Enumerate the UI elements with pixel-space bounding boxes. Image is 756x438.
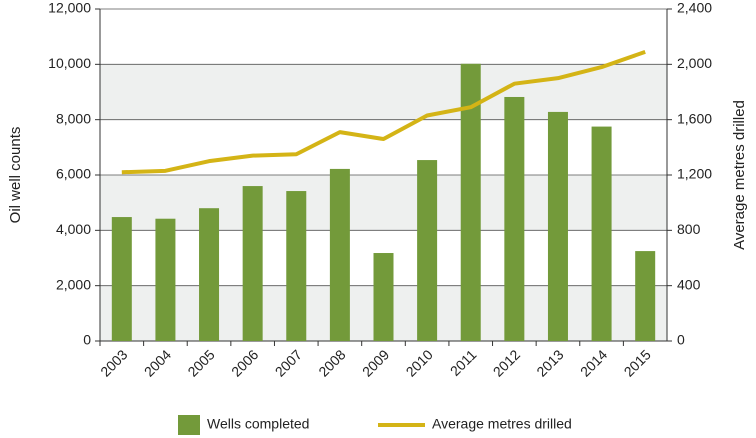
x-tick-label: 2009 — [359, 346, 392, 379]
line — [121, 49, 646, 175]
y2-tick-label: 0 — [677, 332, 685, 348]
legend-label: Wells completed — [207, 416, 309, 432]
bar — [199, 208, 220, 341]
x-tick-label: 2014 — [577, 346, 610, 379]
x-tick-label: 2011 — [447, 346, 480, 379]
legend-label: Average metres drilled — [432, 416, 572, 432]
y-axis-label: Oil well counts — [7, 127, 24, 224]
y2-tick-label: 2,000 — [677, 55, 712, 71]
x-tick-label: 2012 — [490, 346, 523, 379]
x-tick-label: 2010 — [403, 346, 436, 379]
y2-tick-label: 1,200 — [677, 166, 712, 182]
y2-axis-label: Average metres drilled — [731, 100, 748, 250]
y2-tick-label: 400 — [677, 276, 701, 292]
y-tick-label: 8,000 — [56, 110, 91, 126]
x-tick-label: 2003 — [97, 346, 130, 379]
bar — [635, 251, 656, 341]
x-tick-label: 2013 — [533, 346, 566, 379]
y-tick-label: 12,000 — [48, 0, 91, 16]
grid-band — [100, 175, 667, 231]
bar — [417, 160, 438, 341]
legend-swatch — [178, 415, 200, 435]
bar — [591, 126, 612, 341]
x-tick-label: 2015 — [621, 346, 654, 379]
bar — [460, 63, 481, 341]
bar — [286, 191, 307, 341]
y2-tick-label: 2,400 — [677, 0, 712, 16]
bar — [373, 253, 394, 341]
y-tick-label: 0 — [83, 332, 91, 348]
y2-tick-label: 1,600 — [677, 110, 712, 126]
y-tick-label: 10,000 — [48, 55, 91, 71]
y-tick-label: 6,000 — [56, 166, 91, 182]
bar — [504, 96, 525, 341]
bar — [111, 217, 132, 341]
y-tick-label: 4,000 — [56, 221, 91, 237]
bar — [329, 168, 350, 341]
x-tick-label: 2008 — [315, 346, 348, 379]
x-tick-label: 2007 — [272, 346, 305, 379]
bar — [242, 186, 263, 341]
x-tick-label: 2004 — [141, 346, 174, 379]
x-tick-label: 2005 — [184, 346, 217, 379]
bar — [155, 218, 176, 341]
y2-tick-label: 800 — [677, 221, 701, 237]
y-tick-label: 2,000 — [56, 276, 91, 292]
x-tick-label: 2006 — [228, 346, 261, 379]
bar — [547, 111, 568, 341]
